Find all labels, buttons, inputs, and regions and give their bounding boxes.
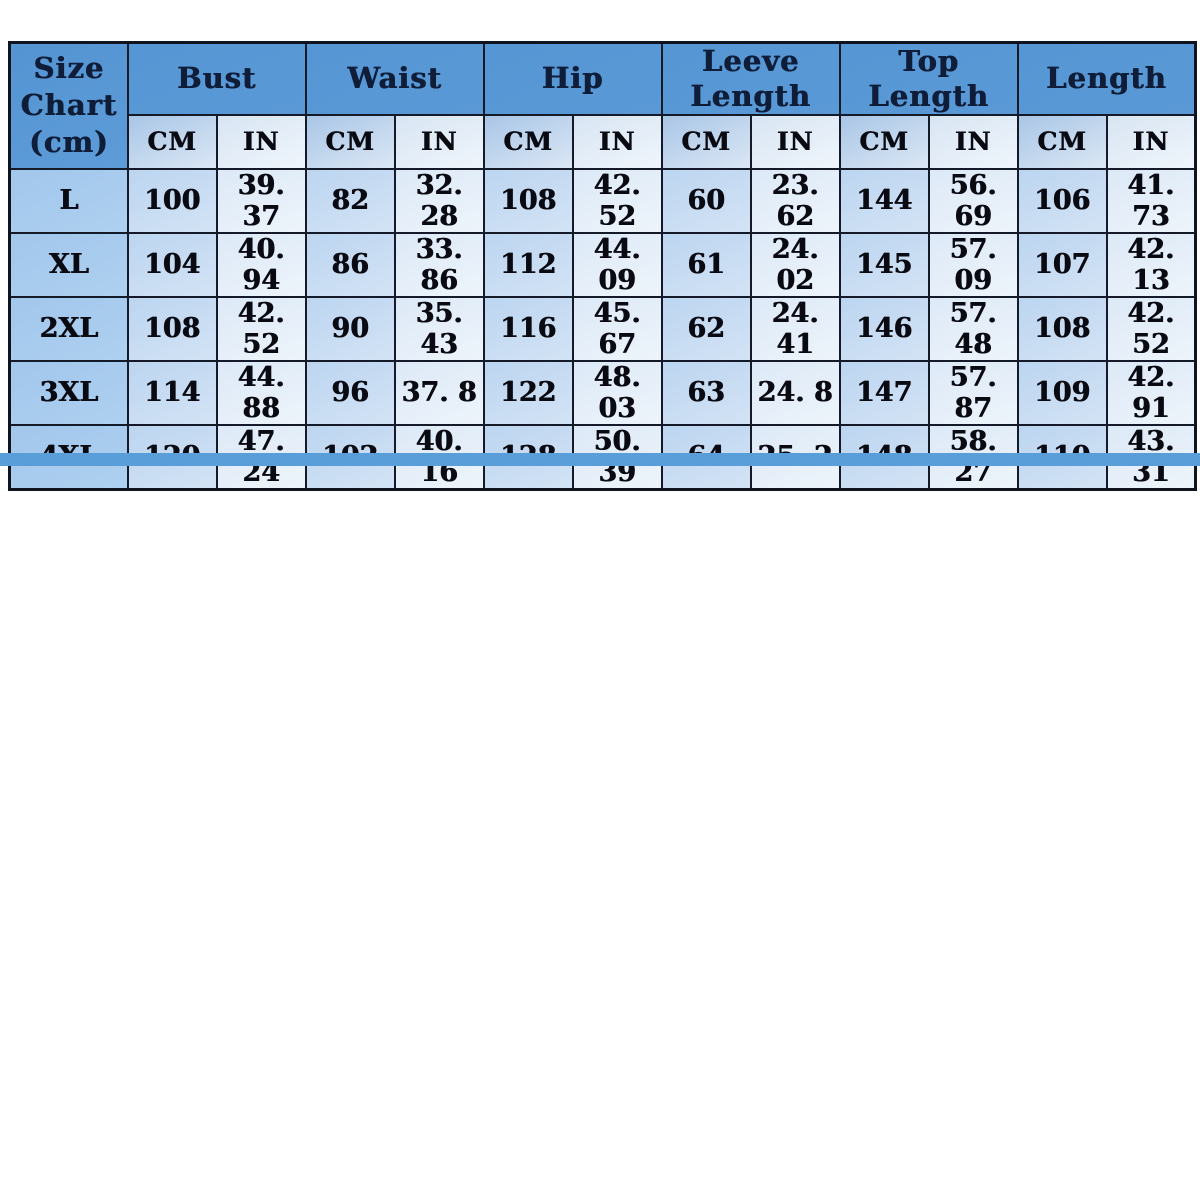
cell-bust-in: 40. 94 (215, 231, 307, 298)
cell-top-length-in: 57. 09 (927, 231, 1019, 298)
cell-leeve-cm: 61 (660, 231, 752, 298)
cell-hip-in: 48. 03 (571, 359, 663, 426)
cell-waist-cm: 90 (304, 295, 396, 362)
unit-header-hip-cm: CM (482, 113, 574, 170)
cell-hip-in: 44. 09 (571, 231, 663, 298)
cell-bust-cm: 100 (126, 167, 218, 234)
cell-waist-cm: 82 (304, 167, 396, 234)
group-header-top-length: Top Length (838, 41, 1019, 116)
size-label: 2XL (8, 295, 129, 362)
cell-bust-in: 42. 52 (215, 295, 307, 362)
cell-length-in: 42. 91 (1105, 359, 1197, 426)
cell-waist-cm: 96 (304, 359, 396, 426)
cell-leeve-in: 23. 62 (749, 167, 841, 234)
unit-header-hip-in: IN (571, 113, 663, 170)
cell-waist-in: 32. 28 (393, 167, 485, 234)
unit-header-waist-cm: CM (304, 113, 396, 170)
cell-waist-in: 35. 43 (393, 295, 485, 362)
unit-header-leeve-in: IN (749, 113, 841, 170)
cell-leeve-cm: 62 (660, 295, 752, 362)
cell-leeve-cm: 60 (660, 167, 752, 234)
unit-header-top-length-in: IN (927, 113, 1019, 170)
size-chart-table: Size Chart (cm) Bust Waist Hip Leeve Len… (8, 41, 1197, 491)
cell-top-length-cm: 146 (838, 295, 930, 362)
cell-top-length-in: 57. 87 (927, 359, 1019, 426)
cell-hip-in: 45. 67 (571, 295, 663, 362)
unit-header-row: CM IN CM IN CM IN CM IN CM IN CM IN (10, 113, 1197, 170)
cell-top-length-cm: 144 (838, 167, 930, 234)
group-header-bust: Bust (126, 41, 307, 116)
cell-length-in: 41. 73 (1105, 167, 1197, 234)
group-header-waist: Waist (304, 41, 485, 116)
group-header-length: Length (1016, 41, 1197, 116)
cell-length-in: 42. 13 (1105, 231, 1197, 298)
cell-length-cm: 109 (1016, 359, 1108, 426)
table-row-l: L 100 39. 37 82 32. 28 108 42. 52 60 23.… (8, 167, 1197, 234)
unit-header-bust-cm: CM (126, 113, 218, 170)
cell-hip-cm: 116 (482, 295, 574, 362)
cell-leeve-in: 24. 8 (749, 359, 841, 426)
size-label: L (8, 167, 129, 234)
unit-header-waist-in: IN (393, 113, 485, 170)
cell-hip-in: 42. 52 (571, 167, 663, 234)
cell-length-cm: 108 (1016, 295, 1108, 362)
cell-bust-in: 44. 88 (215, 359, 307, 426)
unit-header-leeve-cm: CM (660, 113, 752, 170)
cell-bust-cm: 104 (126, 231, 218, 298)
group-header-leeve-length: Leeve Length (660, 41, 841, 116)
cell-bust-in: 39. 37 (215, 167, 307, 234)
cell-length-cm: 106 (1016, 167, 1108, 234)
unit-header-length-cm: CM (1016, 113, 1108, 170)
cell-top-length-cm: 145 (838, 231, 930, 298)
cell-waist-in: 37. 8 (393, 359, 485, 426)
cell-length-in: 42. 52 (1105, 295, 1197, 362)
corner-header-size-chart: Size Chart (cm) (8, 41, 129, 170)
cell-hip-cm: 112 (482, 231, 574, 298)
size-label: XL (8, 231, 129, 298)
cell-top-length-in: 56. 69 (927, 167, 1019, 234)
cell-waist-cm: 86 (304, 231, 396, 298)
cell-hip-cm: 122 (482, 359, 574, 426)
cell-bust-cm: 114 (126, 359, 218, 426)
table-row-3xl: 3XL 114 44. 88 96 37. 8 122 48. 03 63 24… (8, 359, 1197, 426)
table-row-xl: XL 104 40. 94 86 33. 86 112 44. 09 61 24… (8, 231, 1197, 298)
cell-bust-cm: 108 (126, 295, 218, 362)
cell-leeve-cm: 63 (660, 359, 752, 426)
unit-header-bust-in: IN (215, 113, 307, 170)
cell-leeve-in: 24. 41 (749, 295, 841, 362)
cell-length-cm: 107 (1016, 231, 1108, 298)
cell-top-length-in: 57. 48 (927, 295, 1019, 362)
table-row-2xl: 2XL 108 42. 52 90 35. 43 116 45. 67 62 2… (8, 295, 1197, 362)
unit-header-length-in: IN (1105, 113, 1197, 170)
unit-header-top-length-cm: CM (838, 113, 930, 170)
cell-top-length-cm: 147 (838, 359, 930, 426)
bottom-accent-bar (0, 453, 1200, 466)
group-header-hip: Hip (482, 41, 663, 116)
size-label: 3XL (8, 359, 129, 426)
cell-hip-cm: 108 (482, 167, 574, 234)
group-header-row: Size Chart (cm) Bust Waist Hip Leeve Len… (8, 41, 1197, 170)
cell-waist-in: 33. 86 (393, 231, 485, 298)
cell-leeve-in: 24. 02 (749, 231, 841, 298)
